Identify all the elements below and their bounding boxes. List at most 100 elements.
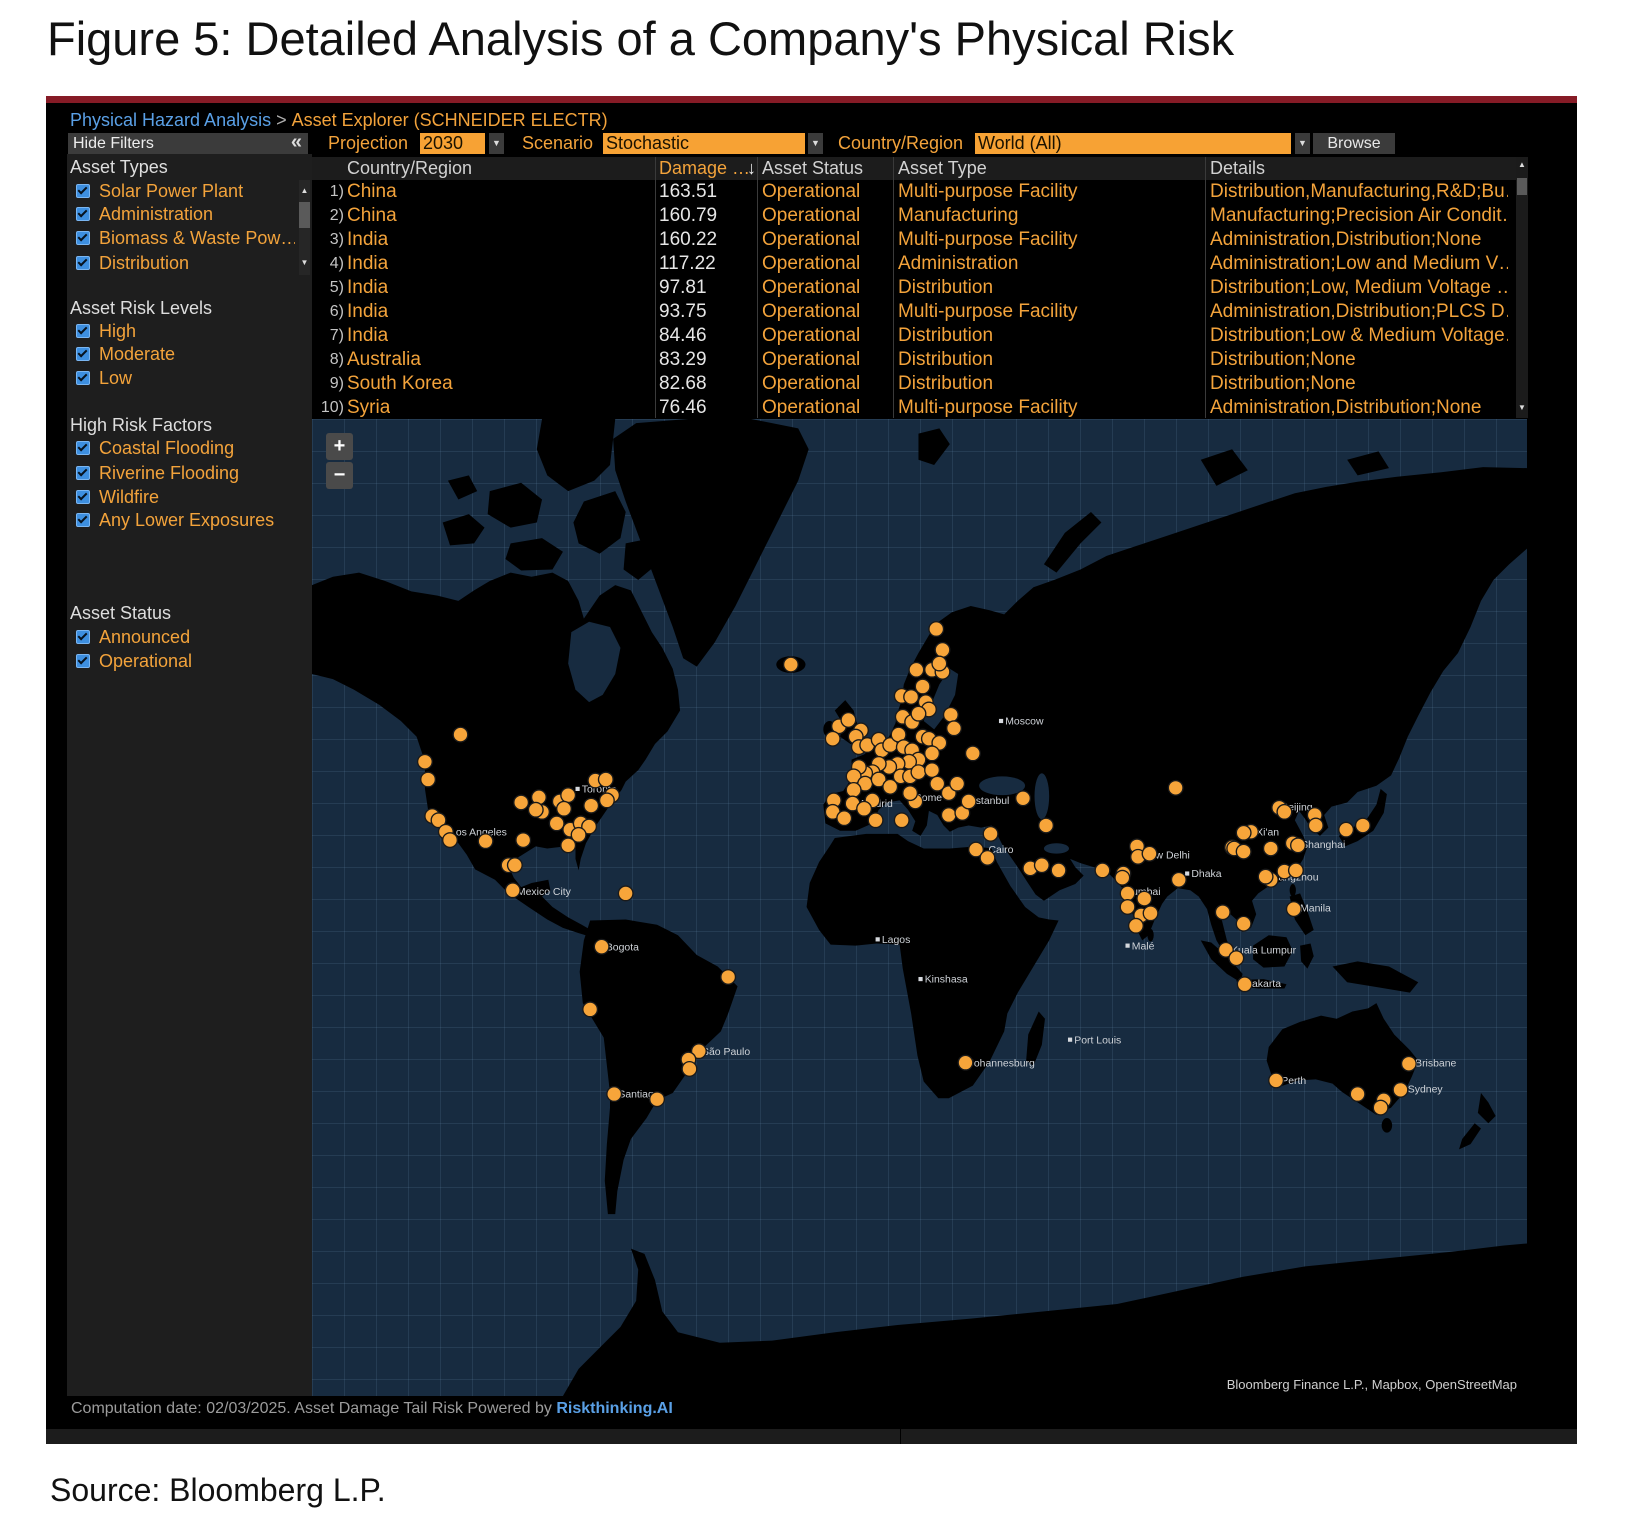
asset-marker[interactable] [845,781,862,798]
asset-marker[interactable] [606,1086,623,1103]
asset-marker[interactable] [931,655,948,672]
checkbox-distribution[interactable] [76,256,90,270]
table-row[interactable]: 9) South Korea 82.68 Operational Distrib… [312,372,1516,396]
asset-marker[interactable] [893,812,910,829]
asset-marker[interactable] [1372,1099,1389,1116]
filter-label[interactable]: Operational [99,651,193,671]
table-row[interactable]: 4) India 117.22 Operational Administrati… [312,252,1516,276]
table-row[interactable]: 7) India 84.46 Operational Distribution … [312,324,1516,348]
asset-marker[interactable] [442,832,459,849]
asset-marker[interactable] [967,841,984,858]
asset-marker[interactable] [416,753,433,770]
asset-marker[interactable] [1287,862,1304,879]
filter-label[interactable]: Distribution [99,253,190,273]
filter-label[interactable]: Coastal Flooding [99,438,235,458]
asset-marker[interactable] [1119,885,1136,902]
asset-marker[interactable] [1262,840,1279,857]
asset-marker[interactable] [1170,871,1187,888]
asset-marker[interactable] [560,787,577,804]
filter-label[interactable]: Announced [99,627,191,647]
asset-marker[interactable] [1142,905,1159,922]
asset-marker[interactable] [1119,898,1136,915]
asset-marker[interactable] [1015,790,1032,807]
asset-marker[interactable] [964,745,981,762]
asset-marker[interactable] [548,815,565,832]
asset-marker[interactable] [942,706,959,723]
checkbox-operational[interactable] [76,654,90,668]
asset-marker[interactable] [982,825,999,842]
column-header-asset-type[interactable]: Asset Type [898,158,987,178]
asset-marker[interactable] [924,745,941,762]
asset-marker[interactable] [979,849,996,866]
scroll-up-arrow-icon[interactable]: ▲ [1518,160,1526,169]
asset-marker[interactable] [914,678,931,695]
filter-label[interactable]: Any Lower Exposures [99,510,275,530]
asset-marker[interactable] [870,771,887,788]
asset-marker[interactable] [583,797,600,814]
asset-marker[interactable] [1276,803,1293,820]
asset-marker[interactable] [903,688,920,705]
browse-button[interactable]: Browse [1313,133,1395,154]
asset-marker[interactable] [1235,843,1252,860]
asset-marker[interactable] [681,1060,698,1077]
asset-marker[interactable] [1349,1086,1366,1103]
asset-marker[interactable] [1127,917,1144,934]
filter-label[interactable]: Administration [99,204,214,224]
asset-marker[interactable] [515,832,532,849]
filter-label[interactable]: Riverine Flooding [99,463,240,483]
checkbox-any-lower-exposures[interactable] [76,513,90,527]
checkbox-announced[interactable] [76,630,90,644]
asset-marker[interactable] [1141,845,1158,862]
asset-marker[interactable] [836,810,853,827]
asset-marker[interactable] [560,837,577,854]
asset-marker[interactable] [1050,862,1067,879]
column-header-details[interactable]: Details [1210,158,1266,178]
asset-marker[interactable] [1236,976,1253,993]
projection-dropdown-arrow-icon[interactable]: ▼ [489,133,504,154]
scroll-thumb[interactable] [1517,178,1527,195]
table-row[interactable]: 3) India 160.22 Operational Multi-purpos… [312,228,1516,252]
asset-marker[interactable] [960,793,977,810]
checkbox-administration[interactable] [76,207,90,221]
column-header-country-region[interactable]: Country/Region [347,158,473,178]
asset-marker[interactable] [1167,779,1184,796]
asset-marker[interactable] [1033,857,1050,874]
asset-marker[interactable] [617,885,634,902]
asset-marker[interactable] [1268,1072,1285,1089]
filter-label[interactable]: Biomass & Waste Pow… [99,228,295,248]
asset-marker[interactable] [929,775,946,792]
checkbox-riverine-flooding[interactable] [76,466,90,480]
asset-marker[interactable] [430,812,447,829]
asset-marker[interactable] [513,794,530,811]
asset-types-scrollbar[interactable]: ▲ ▼ [299,180,310,275]
asset-marker[interactable] [1354,817,1371,834]
asset-marker[interactable] [1285,901,1302,918]
asset-marker[interactable] [934,641,951,658]
checkbox-biomass-waste-power[interactable] [76,231,90,245]
asset-marker[interactable] [1217,941,1234,958]
filter-label[interactable]: Wildfire [99,487,160,507]
table-row[interactable]: 2) China 160.79 Operational Manufacturin… [312,204,1516,228]
asset-marker[interactable] [420,771,437,788]
table-row[interactable]: 1) China 163.51 Operational Multi-purpos… [312,180,1516,204]
asset-marker[interactable] [1290,837,1307,854]
table-row[interactable]: 10) Syria 76.46 Operational Multi-purpos… [312,396,1516,420]
filter-label[interactable]: Solar Power Plant [99,181,244,201]
asset-marker[interactable] [1136,890,1153,907]
map-canvas[interactable]: MoscowIstanbulRomeMadridCairoNew DelhiDh… [312,419,1527,1396]
riskthinking-link[interactable]: Riskthinking.AI [556,1400,673,1417]
sort-descending-arrow-icon[interactable]: ↓ [747,158,756,178]
checkbox-low[interactable] [76,371,90,385]
asset-marker[interactable] [1338,821,1355,838]
asset-marker[interactable] [598,792,615,809]
hide-filters-button[interactable]: Hide Filters « [68,132,308,154]
asset-marker[interactable] [782,656,799,673]
asset-marker[interactable] [1114,869,1131,886]
scroll-thumb[interactable] [299,202,310,228]
asset-marker[interactable] [882,778,899,795]
checkbox-high[interactable] [76,324,90,338]
asset-marker[interactable] [1214,904,1231,921]
asset-marker[interactable] [555,800,572,817]
checkbox-coastal-flooding[interactable] [76,441,90,455]
asset-marker[interactable] [928,621,945,638]
